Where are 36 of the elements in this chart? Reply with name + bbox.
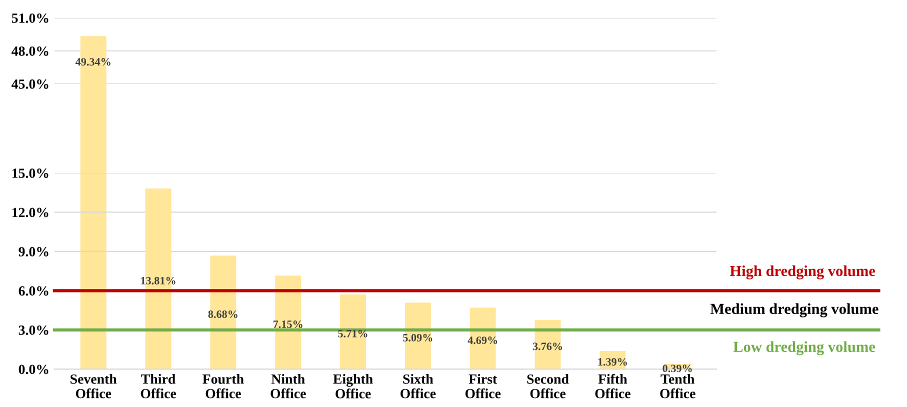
data-label: 5.71% (338, 330, 368, 338)
data-label: 0.39% (662, 364, 692, 372)
y-tick-label: 9.0% (18, 247, 48, 256)
y-tick-label: 3.0% (18, 325, 48, 335)
x-tick-label: Seventh Office (70, 374, 117, 398)
data-label: 49.34% (75, 58, 110, 66)
y-tick-label: 48.0% (12, 46, 48, 56)
bar (404, 302, 431, 370)
x-tick-label: Sixth Office (400, 374, 436, 398)
ref-line-label: Low dredging volume (733, 341, 876, 356)
x-tick-label: First Office (465, 374, 501, 398)
x-tick-label: Second Office (527, 374, 569, 398)
x-tick-label: Fourth Office (202, 374, 244, 398)
x-tick-label: Eighth Office (333, 374, 373, 398)
y-tick-label: 12.0% (12, 208, 48, 218)
data-label: 13.81% (141, 276, 176, 284)
bar (275, 276, 302, 370)
bar (340, 294, 366, 370)
ref-line-label: High dredging volume (730, 265, 876, 280)
annotation: Medium dredging volume (710, 303, 878, 318)
data-label: 4.69% (468, 336, 498, 344)
y-tick-label: 15.0% (12, 168, 48, 178)
x-tick-label: Tenth Office (660, 374, 696, 398)
y-tick-label: 51.0% (12, 13, 48, 23)
data-label: 8.68% (208, 310, 238, 318)
bar (210, 256, 236, 370)
x-tick-label: Fifth Office (595, 374, 630, 398)
data-label: 3.76% (532, 342, 562, 350)
x-tick-label: Ninth Office (270, 374, 306, 398)
y-tick-label: 0.0% (18, 364, 48, 374)
data-label: 5.09% (403, 334, 432, 342)
y-tick-label: 45.0% (12, 79, 48, 89)
data-label: 1.39% (598, 358, 627, 366)
x-tick-label: Third Office (140, 374, 176, 398)
y-tick-label: 6.0% (18, 286, 48, 296)
data-label: 7.15% (273, 320, 302, 328)
